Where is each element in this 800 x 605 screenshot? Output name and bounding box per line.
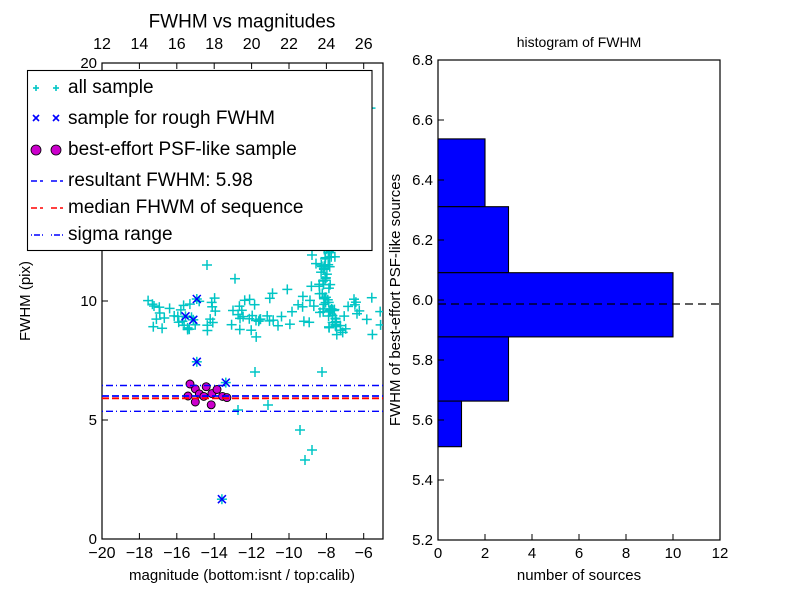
svg-text:0: 0 (89, 531, 97, 548)
svg-text:10: 10 (80, 293, 97, 310)
svg-text:6.2: 6.2 (412, 232, 433, 249)
svg-text:number of sources: number of sources (517, 567, 641, 584)
svg-text:0: 0 (434, 545, 442, 562)
svg-text:6.0: 6.0 (412, 292, 433, 309)
svg-text:12: 12 (93, 36, 111, 53)
svg-text:26: 26 (355, 36, 373, 53)
svg-text:4: 4 (528, 545, 536, 562)
svg-text:−10: −10 (275, 545, 302, 562)
svg-text:20: 20 (243, 36, 261, 53)
svg-text:FWHM (pix): FWHM (pix) (17, 261, 34, 341)
svg-text:14: 14 (131, 36, 149, 53)
svg-text:−14: −14 (201, 545, 228, 562)
svg-text:20: 20 (80, 55, 97, 72)
svg-text:sample for rough FWHM: sample for rough FWHM (68, 108, 275, 129)
svg-text:6.6: 6.6 (412, 112, 433, 129)
svg-text:5: 5 (89, 412, 97, 429)
svg-text:5.4: 5.4 (412, 472, 433, 489)
svg-text:−18: −18 (126, 545, 153, 562)
svg-text:6: 6 (575, 545, 583, 562)
svg-text:22: 22 (280, 36, 298, 53)
svg-text:best-effort PSF-like sample: best-effort PSF-like sample (68, 139, 297, 160)
svg-text:FWHM vs magnitudes: FWHM vs magnitudes (149, 12, 336, 33)
svg-text:FWHM of best-effort PSF-like s: FWHM of best-effort PSF-like sources (387, 174, 404, 426)
svg-text:resultant FWHM: 5.98: resultant FWHM: 5.98 (68, 170, 253, 191)
svg-text:histogram of FWHM: histogram of FWHM (517, 34, 641, 50)
svg-text:5.8: 5.8 (412, 352, 433, 369)
svg-text:−8: −8 (317, 545, 335, 562)
svg-text:5.6: 5.6 (412, 412, 433, 429)
svg-text:16: 16 (168, 36, 186, 53)
svg-text:−16: −16 (163, 545, 190, 562)
svg-text:12: 12 (712, 545, 729, 562)
svg-text:18: 18 (205, 36, 223, 53)
svg-text:24: 24 (318, 36, 336, 53)
svg-text:10: 10 (665, 545, 682, 562)
svg-text:2: 2 (481, 545, 489, 562)
svg-text:median FHWM of sequence: median FHWM of sequence (68, 197, 304, 218)
svg-text:6.8: 6.8 (412, 52, 433, 69)
svg-text:−12: −12 (238, 545, 265, 562)
svg-text:magnitude (bottom:isnt / top:c: magnitude (bottom:isnt / top:calib) (129, 567, 355, 584)
svg-text:sigma range: sigma range (68, 224, 173, 245)
svg-text:−6: −6 (355, 545, 373, 562)
svg-text:8: 8 (622, 545, 630, 562)
svg-text:5.2: 5.2 (412, 532, 433, 549)
svg-text:6.4: 6.4 (412, 172, 433, 189)
svg-text:all sample: all sample (68, 77, 154, 98)
